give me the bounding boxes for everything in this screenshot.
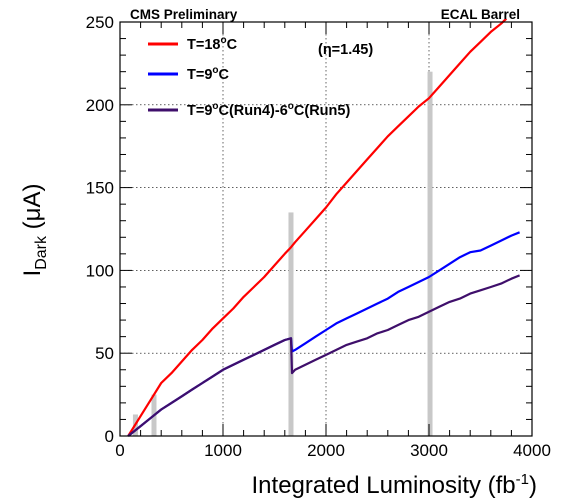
x-axis-title-sup: -1 <box>516 471 529 488</box>
legend-label-part: C(Run4)-6 <box>219 103 288 119</box>
legend-label-part: C(Run5) <box>294 103 351 119</box>
y-axis-title-main: I <box>19 270 46 277</box>
y-tick-label: 150 <box>86 179 114 198</box>
y-tick-label: 100 <box>86 261 114 280</box>
header-right: ECAL Barrel <box>441 7 520 22</box>
x-axis-title-end: ) <box>529 472 537 499</box>
series-line <box>127 17 508 437</box>
series-line <box>127 274 521 437</box>
y-axis-title-unit: (μA) <box>19 184 46 237</box>
y-tick-label: 0 <box>105 427 114 446</box>
legend-label: T=9oC <box>187 65 230 83</box>
legend-label-degree: o <box>288 101 294 112</box>
header-left: CMS Preliminary <box>130 7 238 22</box>
annotation-eta: (η=1.45) <box>318 42 373 58</box>
y-tick-label: 200 <box>86 96 114 115</box>
legend-label: T=9oC(Run4)-6oC(Run5) <box>187 101 350 119</box>
y-axis-title: IDark (μA) <box>19 184 50 277</box>
y-tick-label: 250 <box>86 13 114 32</box>
x-tick-label: 1000 <box>204 441 242 460</box>
gray-bar <box>288 212 294 436</box>
x-axis-title: Integrated Luminosity (fb-1) <box>252 471 537 499</box>
gray-bar <box>427 71 433 437</box>
x-tick-label: 3000 <box>410 441 448 460</box>
y-axis-title-sub: Dark <box>33 235 50 270</box>
x-tick-label: 2000 <box>307 441 345 460</box>
legend-label: T=18oC <box>187 35 238 53</box>
legend-label-part: T=18 <box>187 37 220 53</box>
y-tick-label: 50 <box>95 344 114 363</box>
legend-label-part: T=9 <box>187 103 212 119</box>
x-tick-label: 0 <box>115 441 124 460</box>
x-axis-title-main: Integrated Luminosity (fb <box>252 472 516 499</box>
legend-label-degree: o <box>220 35 226 46</box>
axis-ticks: 0 1000 2000 3000 4000 0 50 100 150 200 250 <box>86 13 551 460</box>
legend-label-degree: o <box>212 101 218 112</box>
legend-label-degree: o <box>212 65 218 76</box>
legend-label-part: C <box>227 37 238 53</box>
series-lines <box>127 17 521 437</box>
legend-label-part: T=9 <box>187 67 212 83</box>
x-tick-label: 4000 <box>513 441 551 460</box>
legend-label-part: C <box>219 67 230 83</box>
